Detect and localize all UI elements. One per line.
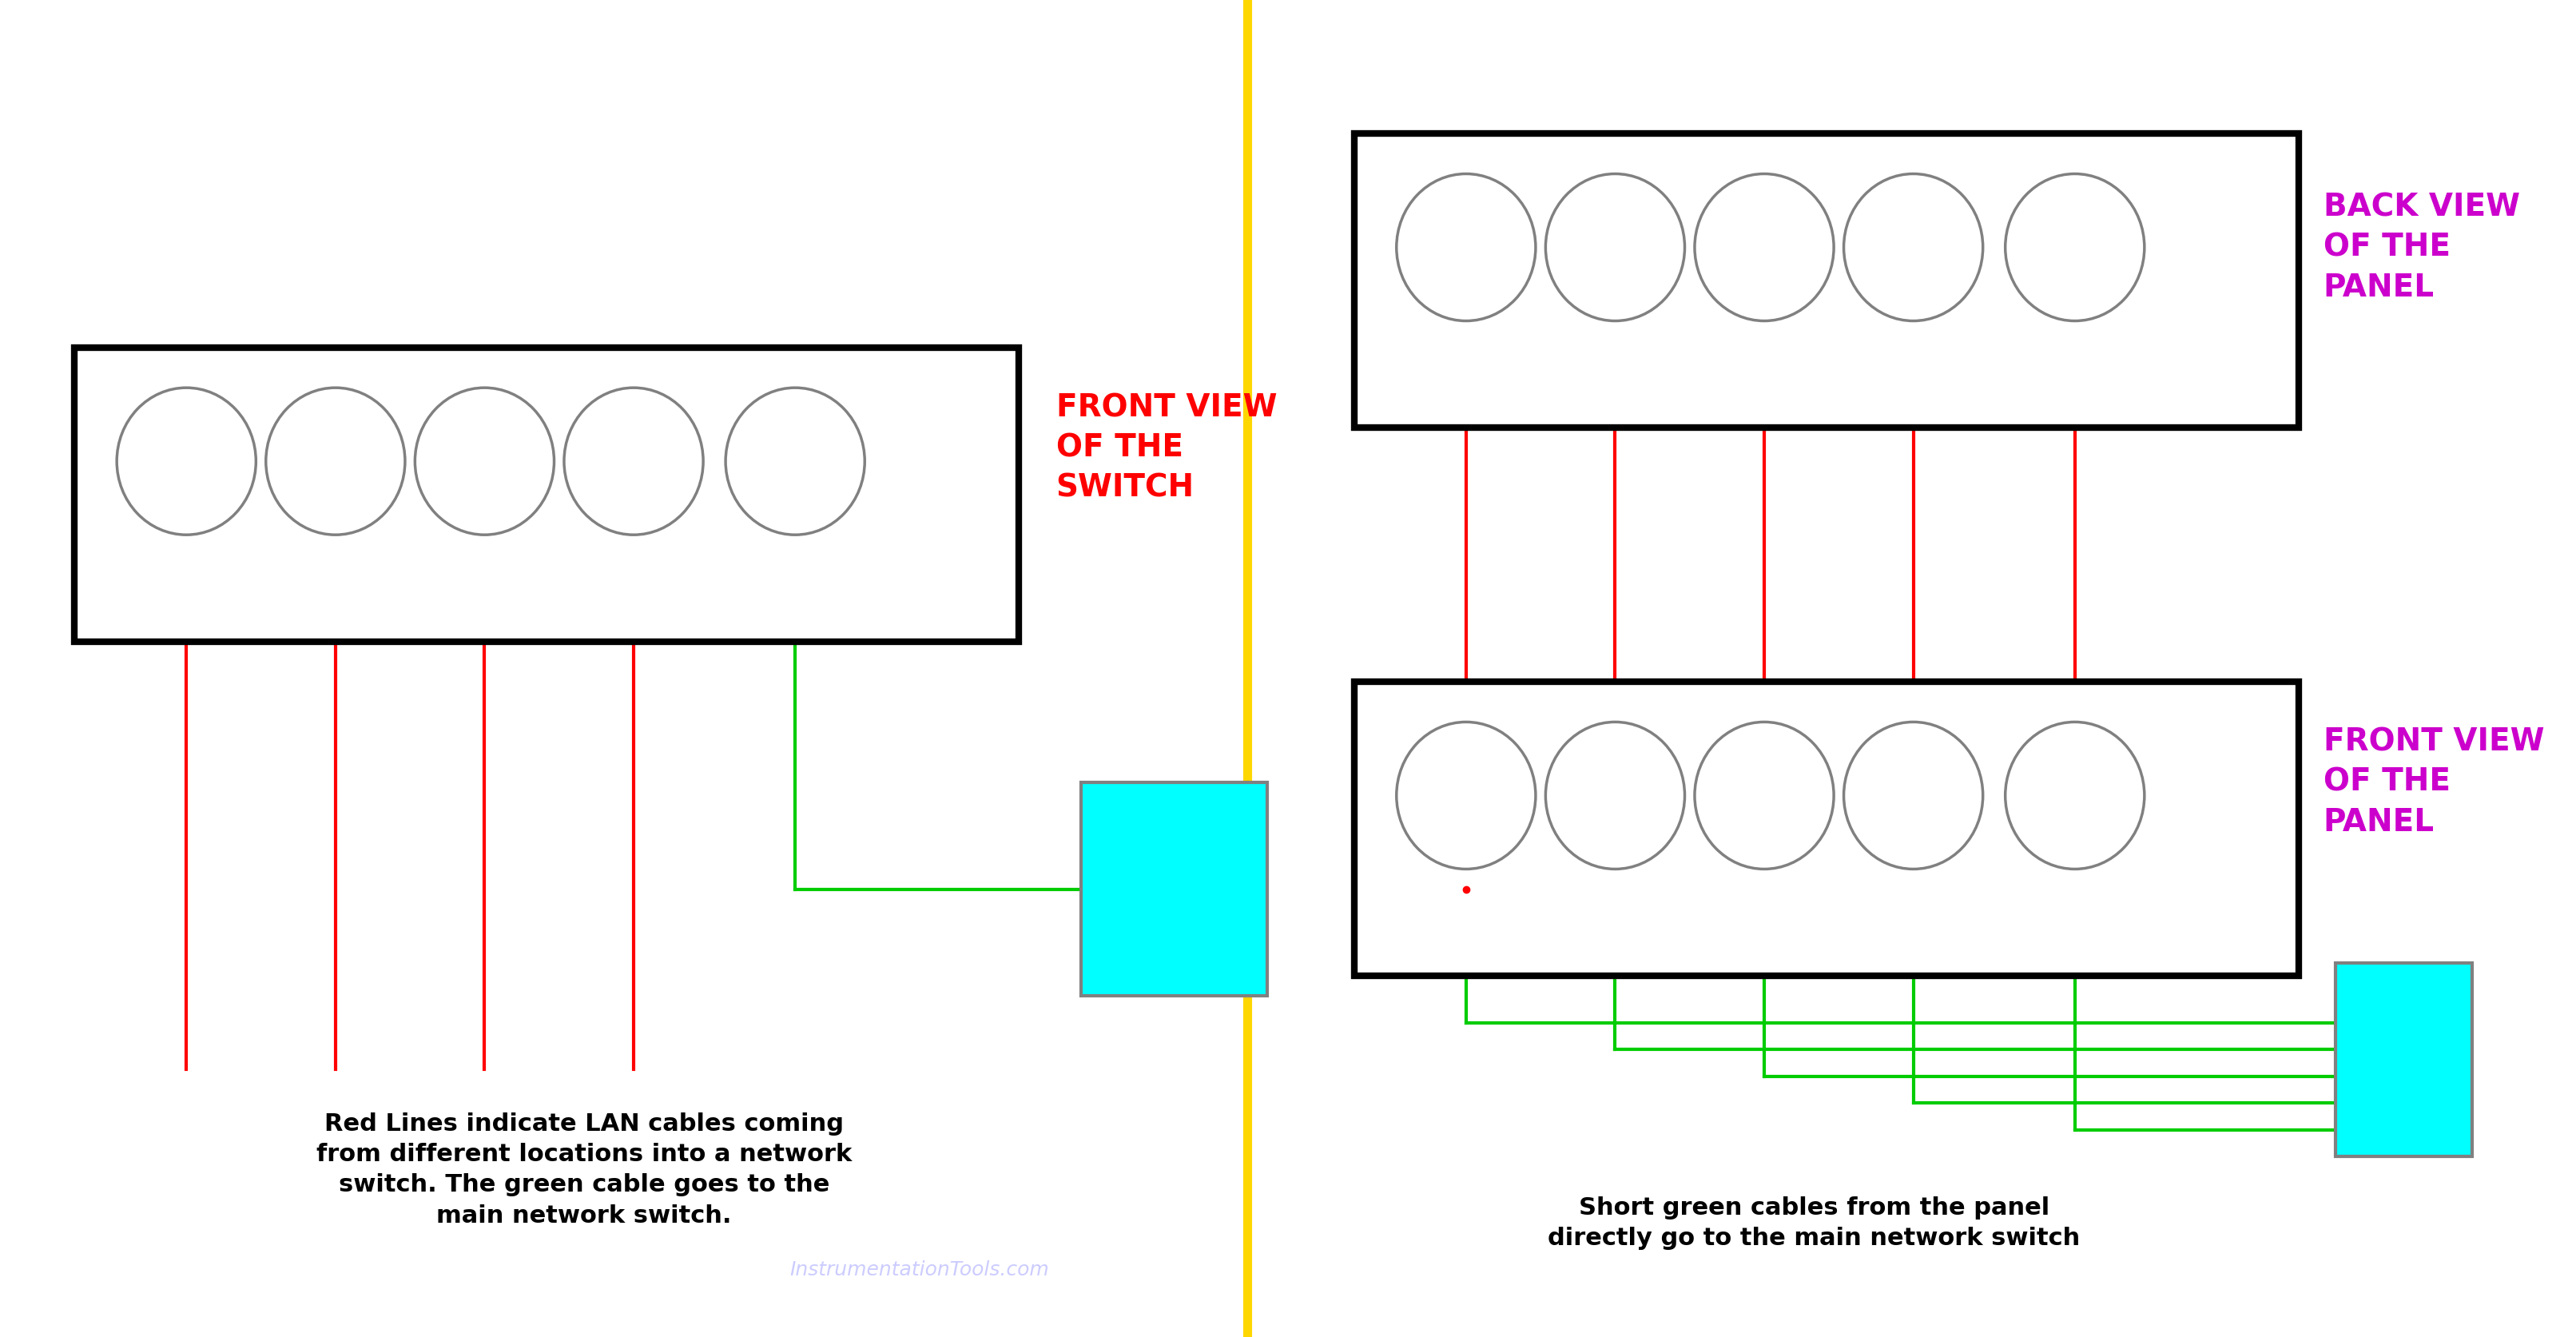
Text: FRONT VIEW
OF THE
PANEL: FRONT VIEW OF THE PANEL: [2324, 727, 2545, 837]
Ellipse shape: [1396, 174, 1535, 321]
Ellipse shape: [1844, 174, 1984, 321]
FancyBboxPatch shape: [2336, 963, 2473, 1157]
Text: Red Lines indicate LAN cables
coming from different locations into
a network swi: Red Lines indicate LAN cables coming fro…: [1566, 779, 2063, 865]
Text: Red Lines indicate LAN cables coming
from different locations into a network
swi: Red Lines indicate LAN cables coming fro…: [317, 1112, 853, 1227]
Ellipse shape: [564, 388, 703, 535]
Text: InstrumentationTools.com: InstrumentationTools.com: [791, 1261, 1048, 1280]
Ellipse shape: [1546, 174, 1685, 321]
Ellipse shape: [2004, 722, 2143, 869]
Ellipse shape: [116, 388, 255, 535]
FancyBboxPatch shape: [75, 348, 1018, 642]
FancyBboxPatch shape: [1082, 782, 1267, 996]
Text: BACK VIEW
OF THE
PANEL: BACK VIEW OF THE PANEL: [2324, 193, 2519, 302]
Text: Short green cables from the panel
directly go to the main network switch: Short green cables from the panel direct…: [1548, 1197, 2079, 1250]
Ellipse shape: [1396, 722, 1535, 869]
Ellipse shape: [1695, 722, 1834, 869]
Ellipse shape: [726, 388, 866, 535]
Ellipse shape: [415, 388, 554, 535]
Text: FRONT VIEW
OF THE
SWITCH: FRONT VIEW OF THE SWITCH: [1056, 393, 1278, 503]
Ellipse shape: [265, 388, 404, 535]
Ellipse shape: [1695, 174, 1834, 321]
FancyBboxPatch shape: [1355, 134, 2298, 428]
FancyBboxPatch shape: [1355, 682, 2298, 976]
Ellipse shape: [1546, 722, 1685, 869]
Ellipse shape: [1844, 722, 1984, 869]
Ellipse shape: [2004, 174, 2143, 321]
